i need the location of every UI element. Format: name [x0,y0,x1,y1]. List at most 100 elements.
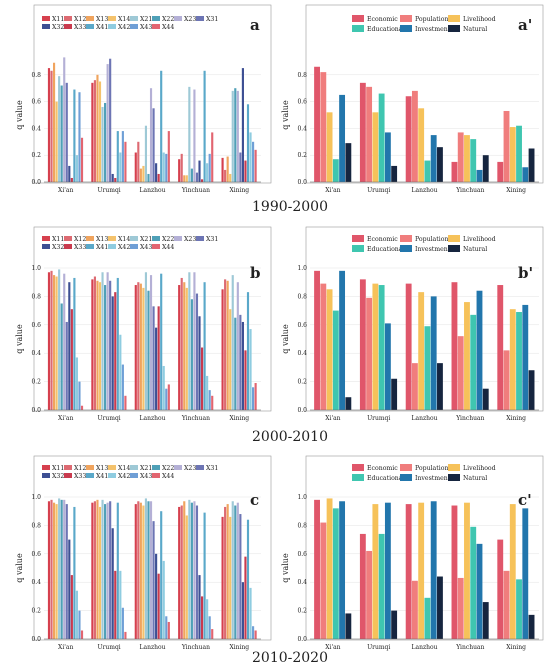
bar-natural [391,378,398,410]
bar-x32 [68,165,71,182]
bar-economic [359,533,366,639]
legend-label: X32 [52,24,64,31]
legend-swatch [86,16,94,21]
bar-x23 [149,501,153,639]
bar-economic [405,96,412,182]
bar-x33 [157,306,160,410]
legend-label: Population [415,16,448,23]
legend-label: Population [415,465,448,472]
legend-label: X44 [162,244,174,251]
panel-b-prime-plot: 0.0 0.2 0.4 0.6 0.8 1.0 q value Xi'an Urumqi Lanz… [281,235,539,422]
bar-x12 [93,501,96,639]
bar-natural [528,370,535,410]
y-axis-label: q value [15,324,24,354]
legend-swatch [352,235,364,242]
bar-x43 [121,607,124,639]
legend-swatch [152,244,160,249]
bar-x13 [183,175,186,182]
bar-x13 [52,502,56,639]
panel-c-prime: 0.0 0.2 0.4 0.6 0.8 1.0 q value Xi'an Urumqi Lanz… [281,455,544,651]
bar-x32 [198,316,201,410]
legend-swatch [448,464,460,471]
bar-x23 [106,64,109,182]
legend-swatch [42,24,50,29]
legend-label: X44 [162,24,174,31]
legend-swatch [64,16,72,21]
bar-x42 [162,560,165,639]
y-tick-label: 0.2 [297,379,307,386]
legend-swatch [400,464,412,471]
bar-x22 [234,505,237,639]
legend-swatch [400,245,412,252]
legend-swatch [86,24,94,29]
bar-investment [522,508,529,639]
bar-x13 [96,74,99,182]
bar-population [411,580,418,639]
bar-x23 [149,88,153,182]
bar-x14 [55,276,58,410]
legend-label: X12 [74,236,86,243]
bar-population [320,522,327,639]
legend-swatch [108,473,116,478]
bar-x22 [190,299,193,410]
legend-label: X14 [118,465,130,472]
bar-x13 [52,62,56,182]
bar-x31 [109,58,112,182]
bar-x11 [91,502,94,639]
bar-x42 [119,334,122,410]
legend-swatch [42,244,50,249]
y-tick-label: 1.0 [297,265,307,272]
bar-x32 [198,160,201,182]
y-tick-label: 0.6 [31,322,41,329]
legend-label: Natural [463,26,487,33]
legend-swatch [130,24,138,29]
bar-x21 [144,125,148,182]
y-axis-label: q value [15,553,24,583]
bar-x21 [231,90,234,182]
legend-swatch [448,25,460,32]
legend-swatch [152,473,160,478]
period-label-2: 2000-2010 [252,429,328,445]
legend-swatch [108,24,116,29]
bar-x33 [244,556,247,639]
bar-x22 [147,501,150,639]
bar-x11 [91,279,94,410]
bar-x22 [147,173,150,182]
bar-x13 [96,499,99,639]
bar-livelihood [509,504,516,639]
y-tick-label: 0.4 [297,125,307,132]
bar-economic [451,161,458,182]
legend-label: X12 [74,16,86,23]
bar-x33 [200,179,204,182]
bar-x12 [224,506,227,639]
bar-economic [359,82,366,182]
x-tick-label: Urumqi [367,644,390,651]
bar-x14 [229,309,232,410]
x-tick-label: Yinchuan [181,644,210,651]
bar-x42 [162,152,165,182]
bar-x21 [58,269,61,410]
y-tick-label: 0.8 [297,72,307,79]
panel-a-prime-plot: 0.0 0.2 0.4 0.6 0.8 q value Xi'an Urumqi Lanzhou… [281,15,539,194]
bar-x42 [75,357,79,410]
legend-swatch [130,244,138,249]
bar-x14 [185,175,188,182]
panel-a-letter: a [250,16,260,34]
bar-economic [451,282,458,410]
x-tick-label: Xi'an [58,415,73,422]
legend-swatch [352,464,364,471]
bar-x43 [252,141,255,182]
legend-swatch [196,236,204,241]
bar-x33 [200,596,204,639]
bar-x21 [101,499,104,639]
y-tick-label: 0.2 [31,608,41,615]
legend-swatch [196,465,204,470]
y-tick-label: 0.4 [31,350,41,357]
bar-x32 [155,163,158,182]
legend-label: X33 [74,24,86,31]
legend-label: X32 [52,473,64,480]
legend-swatch [152,24,160,29]
bar-x21 [188,272,191,410]
x-tick-label: Urumqi [97,415,120,422]
